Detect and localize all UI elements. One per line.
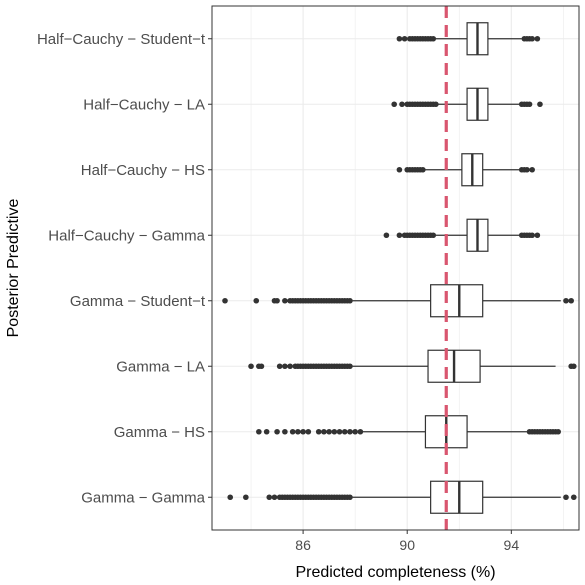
outlier-point (430, 232, 437, 239)
outlier-point (529, 232, 535, 239)
outlier-point (534, 35, 541, 42)
outlier-point (326, 428, 332, 435)
outlier-point (357, 428, 364, 435)
outlier-point (289, 428, 296, 435)
outlier-point (555, 428, 561, 435)
y-tick-label: Gamma − HS (114, 424, 205, 441)
outlier-point (263, 428, 270, 435)
outlier-point (274, 297, 280, 304)
y-tick-label: Half−Cauchy − LA (83, 96, 205, 113)
outlier-point (430, 35, 437, 42)
y-tick-label: Half−Cauchy − Student−t (37, 31, 206, 48)
box-group (227, 480, 577, 514)
grid-layer (212, 6, 579, 530)
y-tick-label: Half−Cauchy − HS (81, 162, 205, 179)
box-group (256, 415, 561, 449)
outlier-point (336, 428, 343, 435)
box-group (396, 153, 535, 187)
outlier-point (266, 494, 273, 501)
outlier-point (396, 35, 403, 42)
outlier-point (315, 428, 322, 435)
outlier-point (274, 428, 280, 435)
y-tick-layer: Half−Cauchy − Student−t Half−Cauchy − LA H… (37, 31, 212, 506)
box-group (391, 87, 543, 121)
outlier-point (391, 101, 397, 108)
y-tick-label: Gamma − LA (116, 358, 205, 375)
outlier-point (300, 428, 306, 435)
y-tick-label: Half−Cauchy − Gamma (48, 227, 205, 244)
outlier-point (341, 428, 348, 435)
outlier-point (347, 363, 353, 370)
box-iqr (430, 284, 484, 318)
y-tick-label: Gamma − Gamma (81, 489, 205, 506)
outlier-point (347, 428, 353, 435)
outlier-point (222, 297, 228, 304)
outlier-point (258, 363, 265, 370)
outlier-point (563, 494, 569, 501)
outlier-point (282, 363, 288, 370)
outlier-point (396, 166, 403, 173)
outlier-point (347, 297, 353, 304)
box-group (248, 349, 577, 383)
outlier-point (563, 297, 569, 304)
outlier-point (248, 363, 254, 370)
outlier-point (256, 428, 262, 435)
box-group (222, 284, 574, 318)
outlier-point (331, 428, 338, 435)
outlier-point (253, 297, 260, 304)
outlier-point (352, 428, 358, 435)
outlier-point (305, 428, 312, 435)
x-tick-label: 90 (399, 537, 415, 553)
outlier-point (227, 494, 234, 501)
outlier-point (534, 232, 541, 239)
outlier-point (383, 232, 390, 239)
outlier-point (433, 101, 439, 108)
outlier-point (526, 101, 533, 108)
outlier-point (570, 494, 577, 501)
box-group (383, 218, 541, 252)
outlier-point (396, 232, 403, 239)
x-axis-title: Predicted completeness (%) (295, 564, 495, 581)
outlier-point (399, 101, 405, 108)
outlier-point (529, 35, 535, 42)
panel-border (211, 5, 580, 531)
outlier-point (420, 166, 426, 173)
outlier-point (287, 363, 293, 370)
outlier-point (347, 494, 353, 501)
y-tick-label: Gamma − Student−t (70, 293, 206, 310)
box-iqr (430, 480, 484, 514)
outlier-point (401, 35, 408, 42)
outlier-point (271, 494, 278, 501)
outlier-point (537, 101, 543, 108)
outlier-point (295, 428, 301, 435)
y-axis-title: Posterior Predictive (5, 199, 22, 338)
outlier-point (321, 428, 327, 435)
outlier-point (524, 166, 530, 173)
x-tick-layer: 86 90 94 (295, 530, 519, 553)
box-group (396, 22, 541, 56)
outlier-point (529, 166, 535, 173)
outlier-point (282, 428, 288, 435)
x-tick-label: 86 (295, 537, 311, 553)
outlier-point (568, 297, 574, 304)
outlier-point (570, 363, 577, 370)
outlier-point (276, 363, 283, 370)
outlier-point (282, 297, 288, 304)
box-layer (222, 6, 577, 530)
outlier-point (243, 494, 249, 501)
x-tick-label: 94 (504, 537, 520, 553)
